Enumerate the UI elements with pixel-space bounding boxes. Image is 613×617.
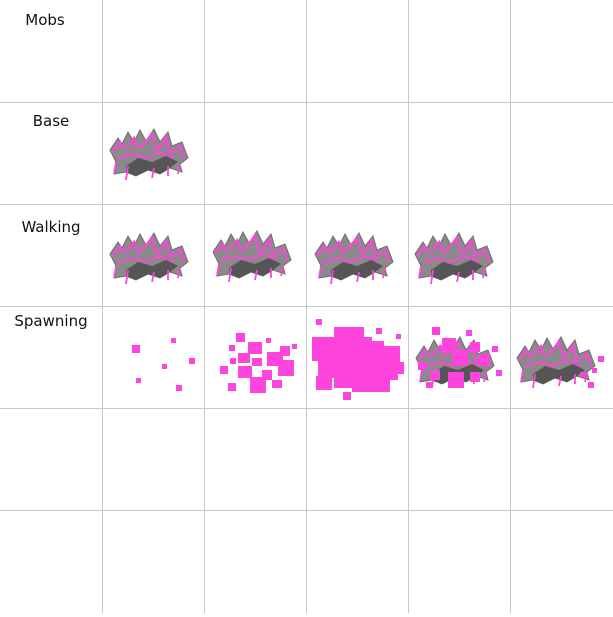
row-label-base: Base <box>32 112 70 130</box>
spawning-frame-2 <box>220 333 297 393</box>
walking-frame-2 <box>211 229 293 284</box>
row-label-spawning: Spawning <box>14 312 88 330</box>
row-label-walking: Walking <box>21 218 81 236</box>
spawning-frame-5 <box>515 335 604 390</box>
walking-frame-3 <box>313 231 395 286</box>
sheet-title: Mobs <box>25 11 65 29</box>
walking-frame-4 <box>413 231 495 286</box>
base-frame-1 <box>108 127 190 182</box>
walking-frame-1 <box>108 231 190 286</box>
spawning-frame-4 <box>414 327 502 390</box>
spawning-frame-3 <box>312 319 404 400</box>
spawning-frame-1 <box>132 338 195 391</box>
